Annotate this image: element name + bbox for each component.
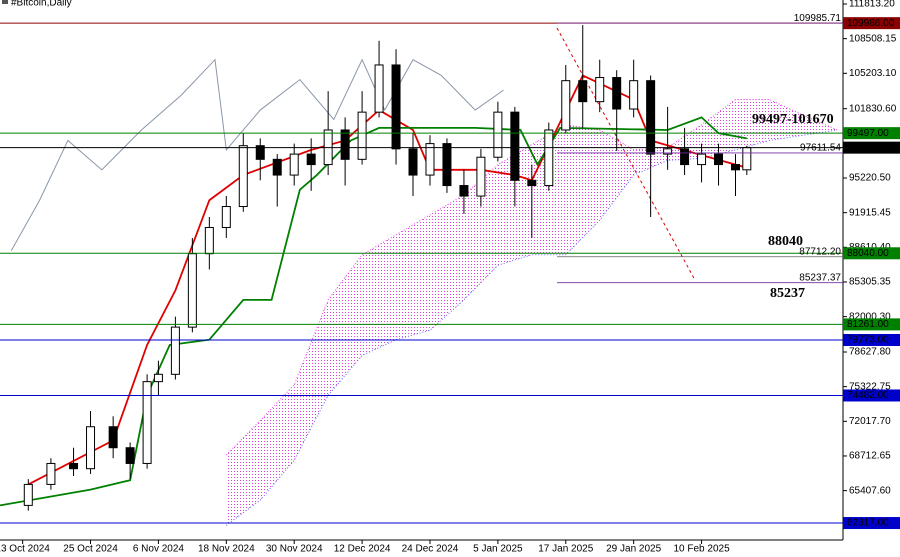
candle-body xyxy=(578,80,588,103)
level-box xyxy=(843,517,900,530)
candle-body xyxy=(125,447,135,464)
candle-body xyxy=(697,153,707,166)
level-label: 79773.00 xyxy=(847,335,889,346)
symbol-icon xyxy=(2,0,8,4)
x-tick-label: 29 Jan 2025 xyxy=(606,544,661,555)
candle-body xyxy=(357,111,367,160)
level-label: 62317.00 xyxy=(847,518,889,529)
level-box xyxy=(843,127,900,140)
candle-body xyxy=(646,80,656,155)
level-box xyxy=(843,141,900,154)
candle-body xyxy=(527,179,537,187)
level-label: 98114.99 xyxy=(847,142,888,153)
x-tick-label: 6 Nov 2024 xyxy=(133,544,185,555)
x-tick-label: 17 Jan 2025 xyxy=(538,544,593,555)
y-tick-label: 101830.60 xyxy=(849,103,897,114)
y-tick-label: 85305.35 xyxy=(849,277,891,288)
level-label: 97611.54 xyxy=(800,143,841,154)
y-tick-label: 68712.65 xyxy=(849,451,891,462)
candle-body xyxy=(493,111,503,158)
candle-body xyxy=(561,80,571,131)
level-label: 99497.00 xyxy=(847,128,889,139)
candle-body xyxy=(153,373,163,383)
x-tick-label: 24 Dec 2024 xyxy=(402,544,459,555)
annotation: 88040 xyxy=(768,234,803,249)
candle-body xyxy=(187,253,197,328)
y-tick-label: 105203.10 xyxy=(849,68,897,79)
level-label: 88040.00 xyxy=(847,248,889,259)
level-label: 87712.20 xyxy=(799,246,841,257)
candle-body xyxy=(204,226,214,255)
candle-body xyxy=(731,164,741,171)
level-box xyxy=(843,17,900,30)
plot xyxy=(0,25,838,526)
candle-body xyxy=(108,426,118,449)
candle-body xyxy=(306,153,316,166)
candle-body xyxy=(476,156,486,197)
indicator-line xyxy=(10,58,504,251)
x-tick-label: 13 Oct 2024 xyxy=(0,544,50,555)
candle-body xyxy=(46,462,56,485)
candle-body xyxy=(612,77,622,110)
indicator-line xyxy=(27,74,748,486)
candle-body xyxy=(221,206,231,228)
x-tick-label: 5 Jan 2025 xyxy=(473,544,523,555)
candle-body xyxy=(510,111,520,181)
annotation: 99497-101670 xyxy=(752,112,834,127)
x-tick-label: 12 Dec 2024 xyxy=(334,544,391,555)
candle-body xyxy=(86,426,96,470)
x-tick-label: 10 Feb 2025 xyxy=(673,544,730,555)
y-tick-label: 72017.70 xyxy=(849,416,891,427)
candle-body xyxy=(663,148,673,155)
candle-body xyxy=(629,80,639,110)
level-label: 74482.00 xyxy=(847,390,889,401)
y-tick-label: 65407.60 xyxy=(849,485,891,496)
level-label: 109985.71 xyxy=(794,13,842,24)
chart-title: #Bitcoin,Daily xyxy=(11,0,72,9)
candle-body xyxy=(170,326,180,375)
y-tick-label: 108508.15 xyxy=(849,33,897,44)
level-box xyxy=(843,333,900,346)
y-tick-label: 78627.80 xyxy=(849,347,891,358)
candle-body xyxy=(238,145,248,208)
candle-body xyxy=(680,148,690,166)
candle-body xyxy=(23,483,33,506)
y-tick-label: 75322.75 xyxy=(849,381,891,392)
cloud-edge xyxy=(225,99,838,456)
annotation: 85237 xyxy=(770,286,805,301)
candle-body xyxy=(459,185,469,197)
candle-body xyxy=(714,153,724,166)
x-tick-label: 18 Nov 2024 xyxy=(198,544,255,555)
candle-body xyxy=(391,64,401,150)
level-box xyxy=(843,389,900,402)
y-tick-label: 82000.30 xyxy=(849,311,891,322)
level-label: 85237.37 xyxy=(799,272,841,283)
level-box xyxy=(843,247,900,260)
candle-body xyxy=(595,77,605,103)
candle-body xyxy=(340,129,350,160)
candle-body xyxy=(142,381,152,464)
candle-body xyxy=(544,129,554,187)
x-tick-label: 30 Nov 2024 xyxy=(266,544,323,555)
level-box xyxy=(843,318,900,331)
candle-body xyxy=(408,148,418,176)
candle-body xyxy=(742,147,752,171)
x-tick-label: 25 Oct 2024 xyxy=(63,544,118,555)
y-tick-label: 95220.50 xyxy=(849,173,891,184)
candle-body xyxy=(255,145,265,160)
y-tick-label: 91915.45 xyxy=(849,207,891,218)
y-tick-label: 111813.20 xyxy=(849,0,895,10)
level-label: 109986.00 xyxy=(847,18,895,29)
candle-body xyxy=(69,462,79,470)
candle-body xyxy=(374,64,384,113)
candle-body xyxy=(272,158,282,176)
level-label: 81261.00 xyxy=(847,319,889,330)
candle-body xyxy=(425,143,435,176)
candle-body xyxy=(289,153,299,176)
candle-body xyxy=(442,143,452,187)
